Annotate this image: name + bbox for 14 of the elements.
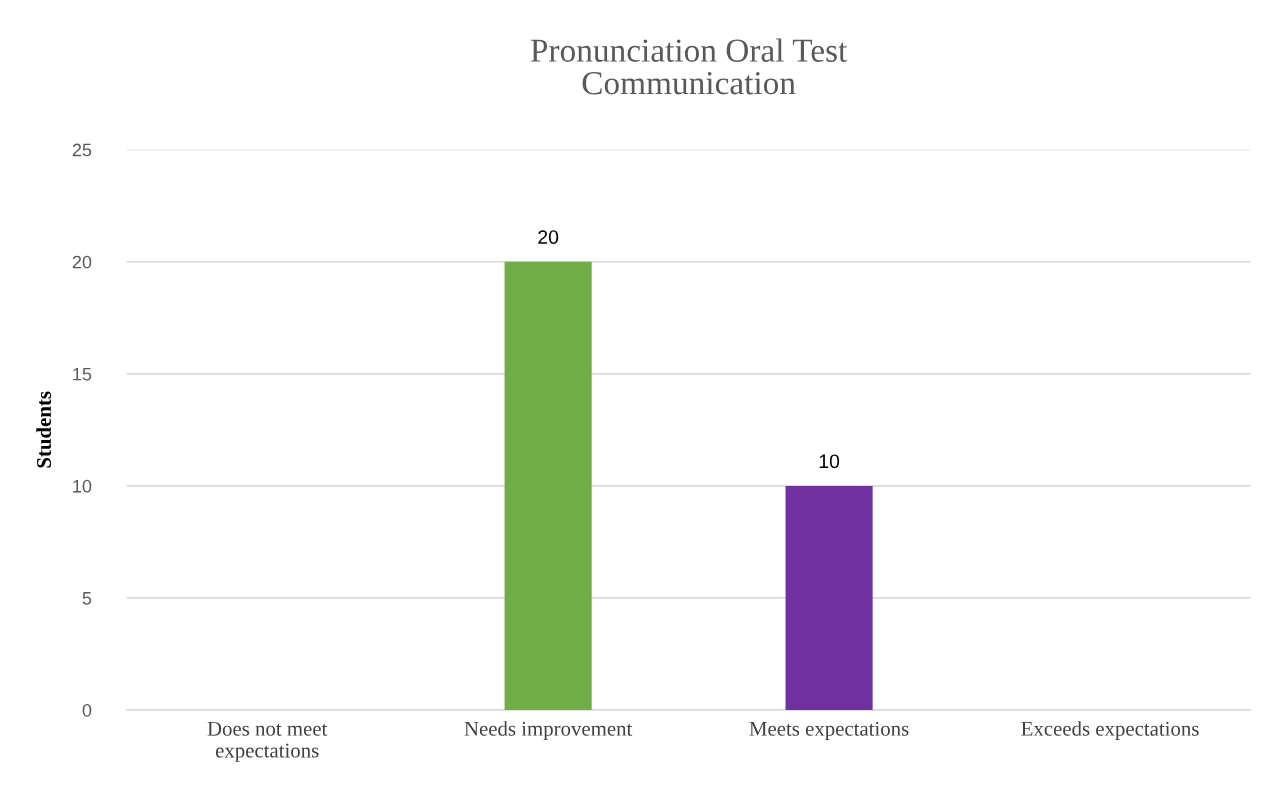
x-tick-label: Exceeds expectations [1021,721,1199,741]
x-tick-label: Meets expectations [749,721,909,741]
x-tick-label: Does not meet expectations [207,721,328,762]
y-tick-label: 5 [82,592,92,605]
data-label: 20 [538,230,559,244]
y-tick-label: 25 [72,143,92,157]
chart-title: Pronunciation Oral Test Communication [530,38,848,95]
y-tick-label: 20 [72,255,92,269]
y-tick-label: 15 [73,367,92,381]
data-label: 10 [819,454,840,469]
y-tick-label: 10 [73,479,92,493]
y-axis-title: Students [36,391,52,468]
y-tick-label: 0 [82,703,92,717]
x-tick-label: Needs improvement [464,721,633,741]
